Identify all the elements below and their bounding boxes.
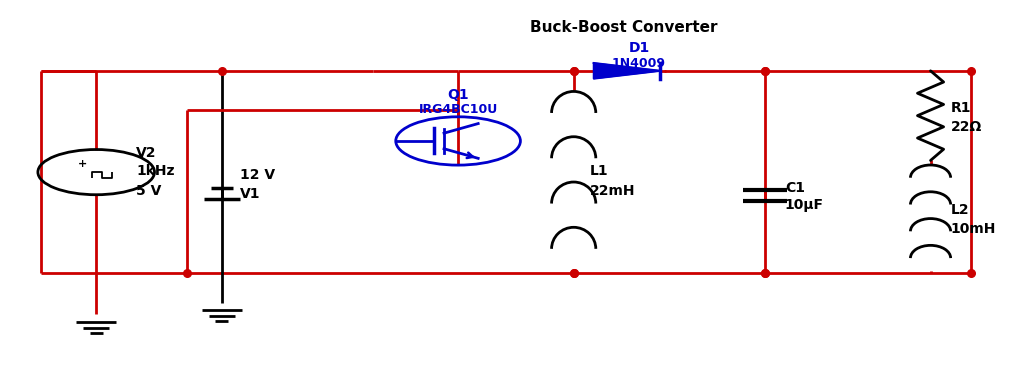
Text: 22Ω: 22Ω bbox=[950, 120, 982, 134]
Text: 22mH: 22mH bbox=[590, 184, 636, 197]
Text: +: + bbox=[78, 159, 87, 169]
Text: D1: D1 bbox=[629, 41, 650, 55]
Text: 12 V: 12 V bbox=[240, 168, 275, 182]
Text: V2: V2 bbox=[136, 145, 157, 160]
Text: 5 V: 5 V bbox=[136, 184, 161, 198]
Text: V1: V1 bbox=[240, 187, 260, 201]
Text: 10μF: 10μF bbox=[785, 198, 823, 212]
Text: IRG4BC10U: IRG4BC10U bbox=[419, 103, 497, 116]
Text: C1: C1 bbox=[785, 181, 805, 195]
Text: 1kHz: 1kHz bbox=[136, 164, 175, 178]
Polygon shape bbox=[593, 63, 660, 79]
Text: R1: R1 bbox=[950, 101, 971, 115]
Text: Buck-Boost Converter: Buck-Boost Converter bbox=[530, 20, 717, 36]
Text: Q1: Q1 bbox=[447, 88, 469, 102]
Text: 1N4009: 1N4009 bbox=[612, 57, 666, 70]
Text: L1: L1 bbox=[590, 164, 608, 178]
Text: 10mH: 10mH bbox=[950, 222, 996, 236]
Text: L2: L2 bbox=[950, 203, 970, 217]
